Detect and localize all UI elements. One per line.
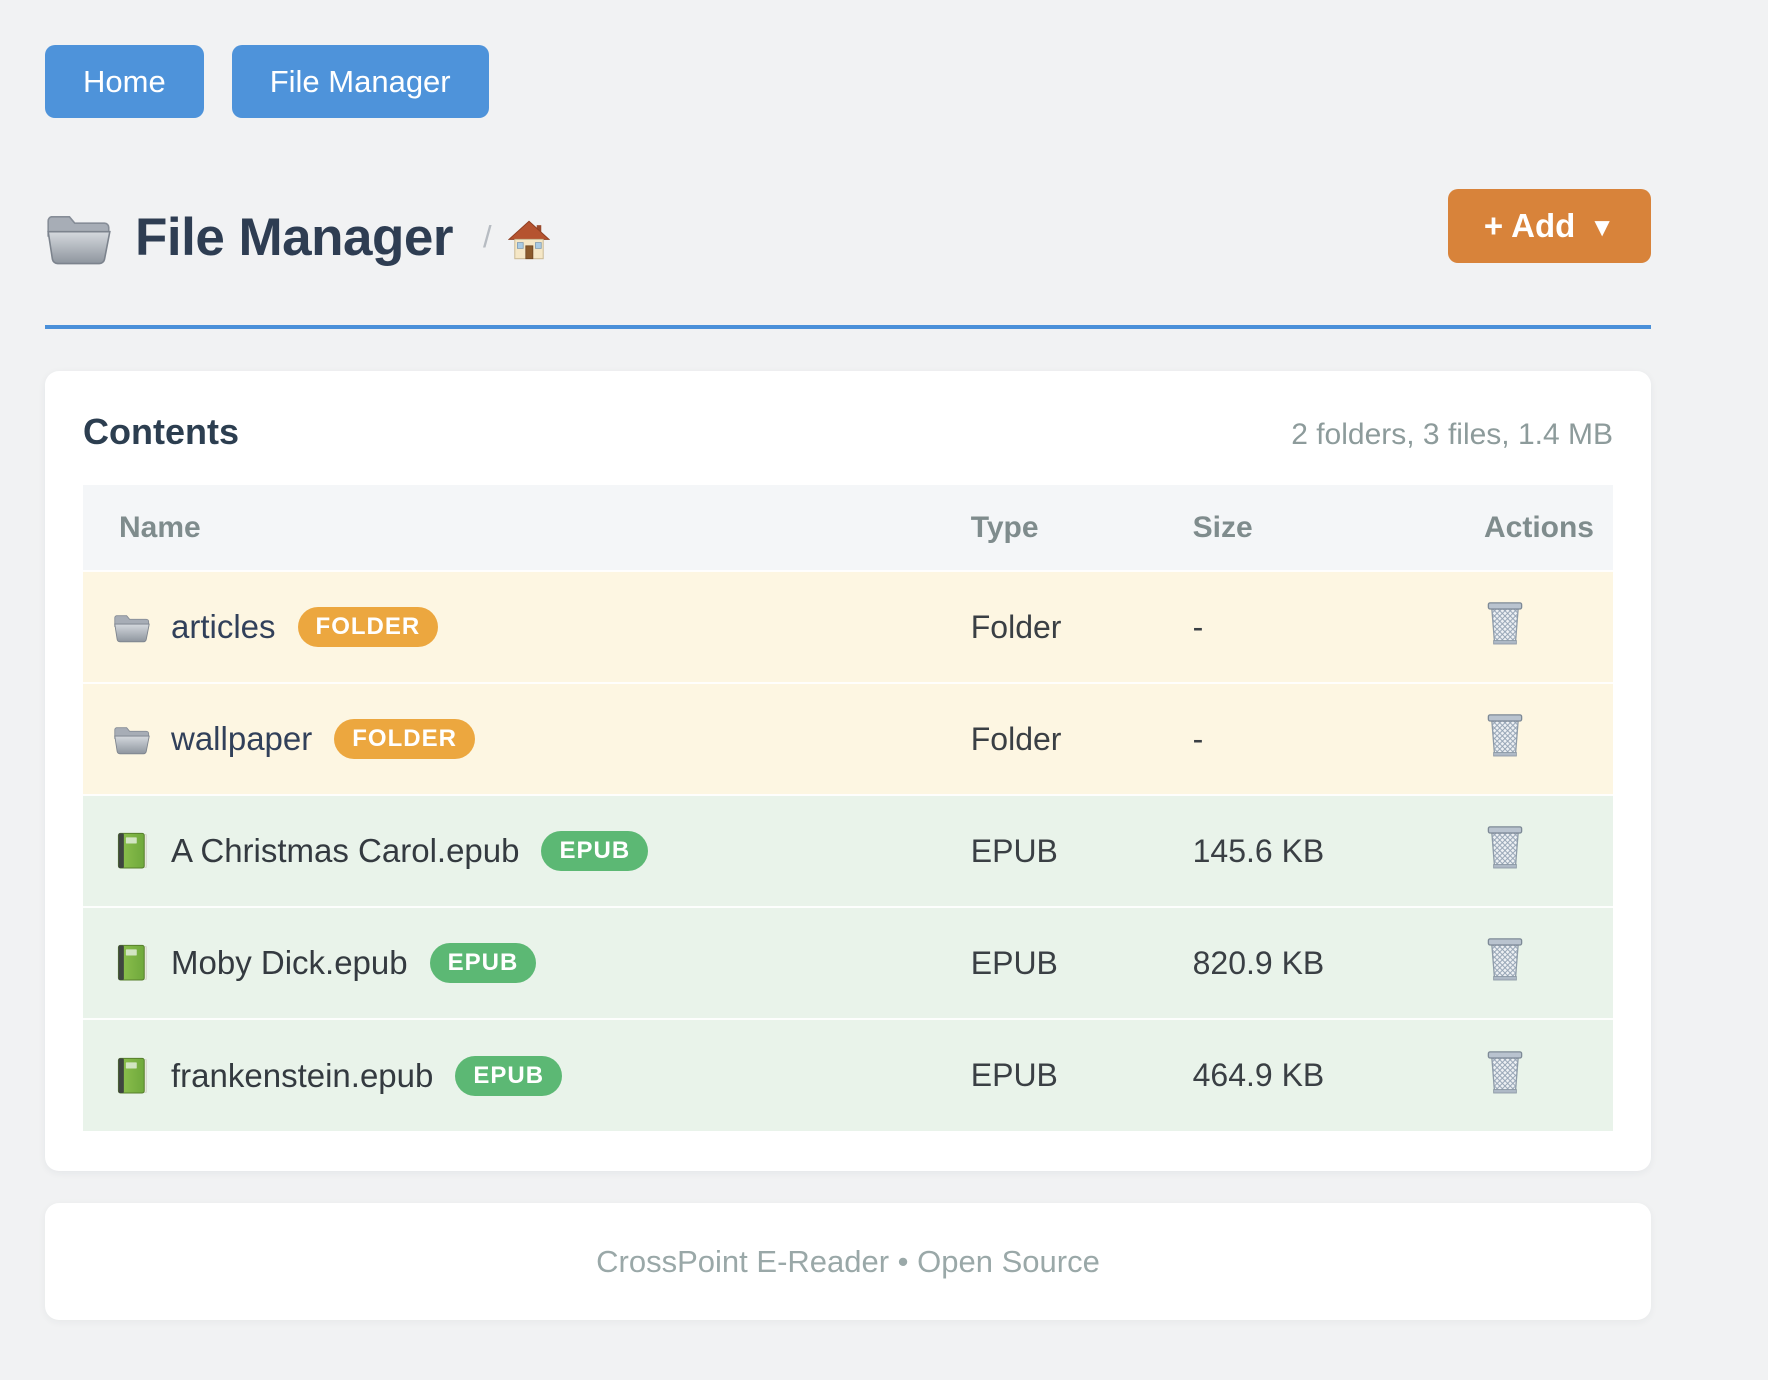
wastebasket-icon (1484, 600, 1526, 646)
entry-type: EPUB (962, 794, 1185, 907)
entry-type: EPUB (962, 1018, 1185, 1131)
entry-size: 464.9 KB (1184, 1018, 1460, 1131)
entry-type: Folder (962, 682, 1185, 795)
delete-button[interactable] (1484, 936, 1526, 982)
page-title: File Manager (135, 207, 453, 267)
top-nav: Home File Manager (45, 0, 1651, 118)
entry-type: Folder (962, 570, 1185, 683)
contents-card-header: Contents 2 folders, 3 files, 1.4 MB (83, 411, 1613, 459)
contents-card: Contents 2 folders, 3 files, 1.4 MB Name… (45, 371, 1651, 1171)
entry-name-link[interactable]: Moby Dick.epub (171, 944, 408, 981)
contents-summary: 2 folders, 3 files, 1.4 MB (1291, 418, 1613, 451)
wastebasket-icon (1484, 936, 1526, 982)
house-icon[interactable] (508, 220, 550, 260)
entry-name-link[interactable]: articles (171, 608, 276, 645)
entry-type-badge: EPUB (541, 831, 649, 871)
header-divider (45, 325, 1651, 329)
content-container: Home File Manager File Manager / + Add ▼… (45, 0, 1651, 1320)
folder-icon (113, 608, 151, 646)
entry-size: 820.9 KB (1184, 906, 1460, 1019)
table-row: A Christmas Carol.epub EPUB EPUB 145.6 K… (83, 794, 1613, 907)
column-header-size: Size (1184, 485, 1460, 571)
entry-name-link[interactable]: A Christmas Carol.epub (171, 832, 520, 869)
footer-text: CrossPoint E-Reader • Open Source (596, 1243, 1100, 1279)
add-button[interactable]: + Add ▼ (1447, 189, 1651, 263)
entry-type-badge: FOLDER (297, 607, 439, 647)
table-row: Moby Dick.epub EPUB EPUB 820.9 KB (83, 906, 1613, 1019)
entry-size: - (1184, 570, 1460, 683)
green-book-icon (113, 1057, 151, 1095)
entry-type: EPUB (962, 906, 1185, 1019)
delete-button[interactable] (1484, 712, 1526, 758)
home-nav-button[interactable]: Home (45, 45, 204, 118)
page-header: File Manager / + Add ▼ (45, 189, 1651, 283)
footer-card: CrossPoint E-Reader • Open Source (45, 1203, 1651, 1320)
table-header-row: Name Type Size Actions (83, 485, 1613, 571)
column-header-name: Name (83, 485, 963, 571)
breadcrumb-separator: / (482, 219, 492, 254)
file-table: Name Type Size Actions articles FOLDER (83, 485, 1613, 1131)
entry-type-badge: EPUB (455, 1055, 563, 1096)
add-button-label: + Add (1483, 207, 1576, 244)
entry-type-badge: EPUB (429, 943, 537, 983)
table-row: articles FOLDER Folder - (83, 570, 1613, 683)
delete-button[interactable] (1484, 600, 1526, 646)
table-row: frankenstein.epub EPUB EPUB 464.9 KB (83, 1018, 1613, 1131)
delete-button[interactable] (1484, 824, 1526, 870)
contents-title: Contents (83, 411, 239, 452)
green-book-icon (113, 832, 151, 870)
column-header-type: Type (962, 485, 1185, 571)
entry-name-link[interactable]: wallpaper (171, 720, 313, 757)
delete-button[interactable] (1484, 1049, 1526, 1095)
table-row: wallpaper FOLDER Folder - (83, 682, 1613, 795)
entry-type-badge: FOLDER (334, 719, 475, 759)
chevron-down-icon: ▼ (1589, 211, 1615, 242)
wastebasket-icon (1484, 712, 1526, 758)
green-book-icon (113, 944, 151, 982)
column-header-actions: Actions (1459, 485, 1613, 571)
wastebasket-icon (1484, 824, 1526, 870)
folder-icon (113, 720, 151, 758)
entry-name-link[interactable]: frankenstein.epub (171, 1056, 434, 1094)
entry-size: - (1184, 682, 1460, 795)
entry-size: 145.6 KB (1184, 794, 1460, 907)
file-manager-nav-button[interactable]: File Manager (231, 45, 489, 118)
wastebasket-icon (1484, 1049, 1526, 1095)
folder-icon (45, 206, 113, 268)
